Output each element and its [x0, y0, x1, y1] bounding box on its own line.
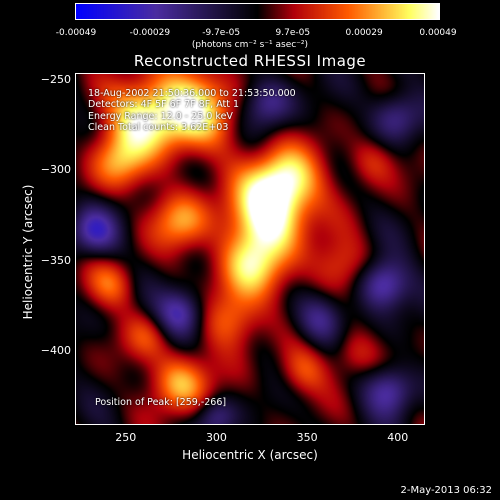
y-tick-label: −250 — [40, 73, 71, 87]
colorbar-tick-label: 9.7e-05 — [275, 28, 311, 38]
y-tick-label: −300 — [40, 163, 71, 177]
chart-title: Reconstructed RHESSI Image — [133, 52, 367, 70]
colorbar-tick-label: -9.7e-05 — [202, 28, 241, 38]
x-tick-label: 350 — [296, 431, 318, 444]
y-tick-label: −400 — [40, 343, 71, 357]
y-tick-label: −350 — [40, 253, 71, 267]
x-tick-label: 400 — [387, 431, 409, 444]
y-axis-label: Heliocentric Y (arcsec) — [21, 184, 35, 320]
colorbar-units: (photons cm⁻² s⁻¹ asec⁻²) — [191, 40, 309, 50]
x-tick-label: 250 — [115, 431, 137, 444]
colorbar-tick-label: 0.00029 — [345, 28, 383, 38]
x-axis-label: Heliocentric X (arcsec) — [182, 448, 318, 462]
colorbar-tick-label: -0.00029 — [129, 28, 171, 38]
colorbar — [75, 3, 440, 20]
plot-area: 18-Aug-2002 21:50:36.000 to 21:53:50.000… — [75, 73, 425, 425]
annotation-energy-range: Energy Range: 12.0 - 25.0 keV — [88, 111, 233, 122]
annotation-peak-position: Position of Peak: [259,-266] — [95, 397, 227, 408]
annotation-time-range: 18-Aug-2002 21:50:36.000 to 21:53:50.000 — [88, 88, 296, 99]
timestamp: 2-May-2013 06:32 — [400, 485, 492, 496]
heatmap-image — [76, 74, 424, 424]
colorbar-tick-label: -0.00049 — [55, 28, 97, 38]
colorbar-tick-label: 0.00049 — [419, 28, 457, 38]
x-tick-label: 300 — [205, 431, 227, 444]
annotation-clean-counts: Clean Total counts: 3.62E+03 — [88, 122, 229, 133]
annotation-detectors: Detectors: 4F 5F 6F 7F 8F, Att 1 — [88, 99, 240, 110]
